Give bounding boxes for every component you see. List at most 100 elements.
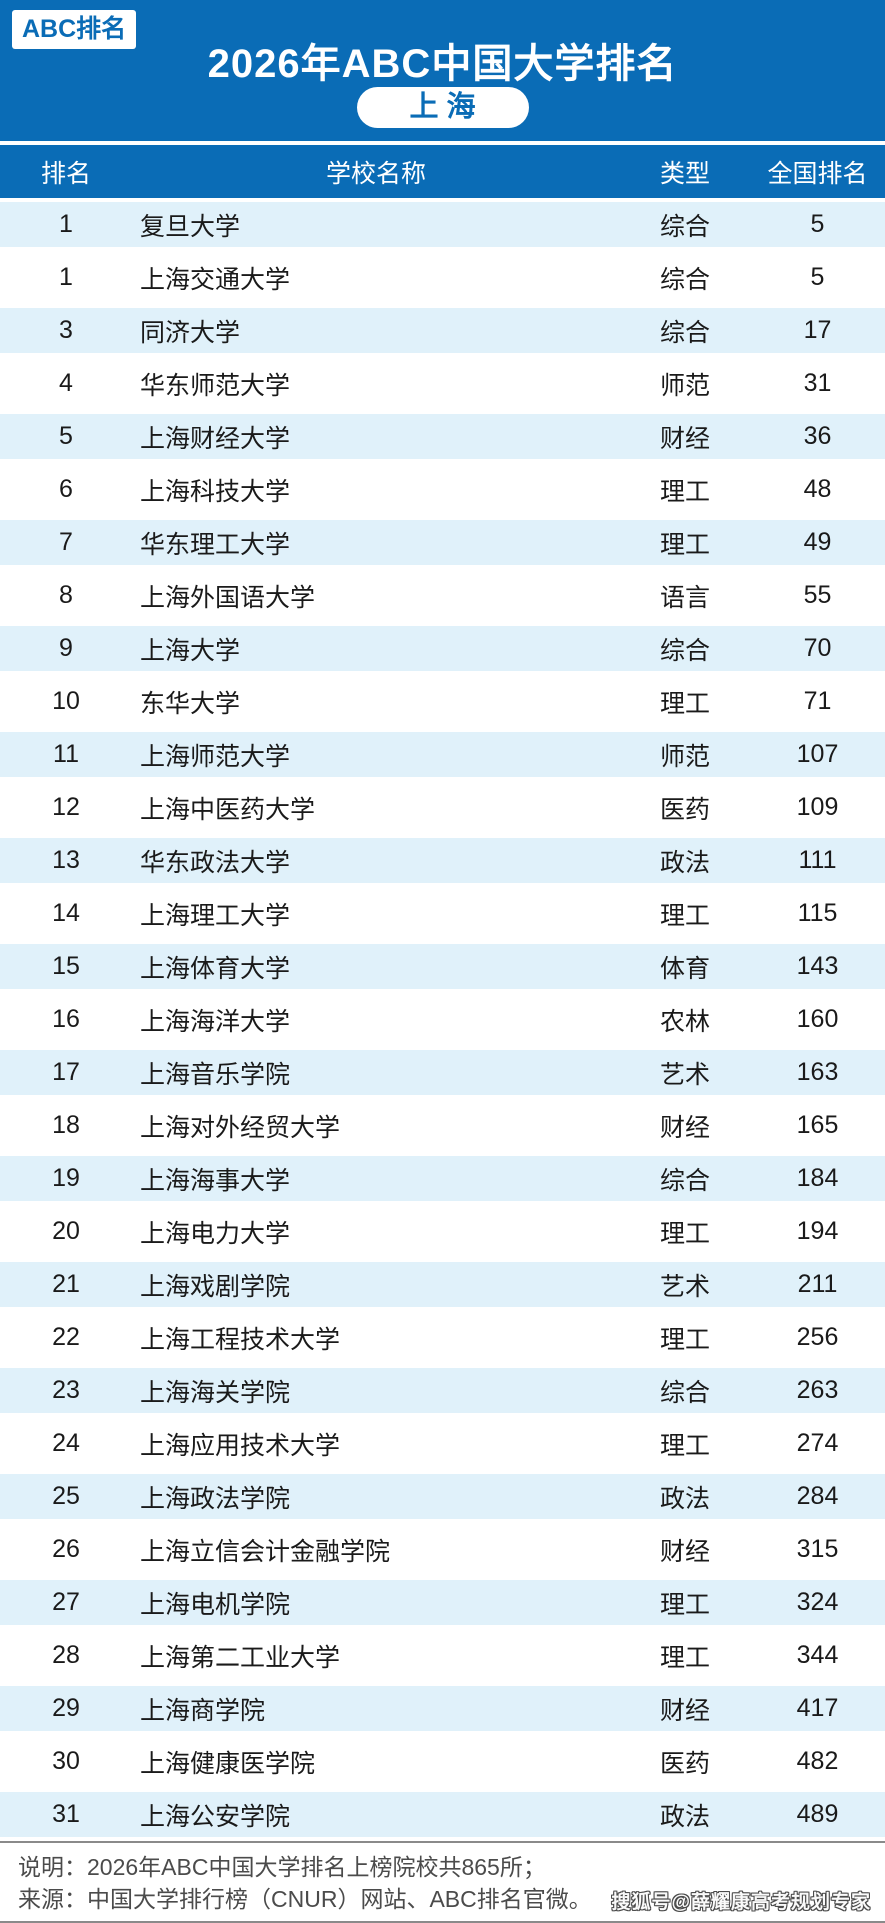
rank-cell: 13 bbox=[52, 846, 80, 874]
rank-cell: 1 bbox=[59, 263, 73, 291]
school-name-cell: 上海师范大学 bbox=[140, 742, 291, 771]
type-cell: 综合 bbox=[659, 1378, 710, 1407]
source-line: 来源：中国大学排行榜（CNUR）网站、ABC排名官微。 bbox=[18, 1886, 592, 1912]
national-rank-cell: 48 bbox=[803, 475, 832, 503]
table-row: 9 上海大学 综合 70 bbox=[0, 622, 885, 675]
note-line: 说明：2026年ABC中国大学排名上榜院校共865所； bbox=[18, 1854, 546, 1880]
type-cell: 理工 bbox=[659, 477, 710, 506]
school-name-cell: 华东政法大学 bbox=[140, 848, 291, 877]
national-rank-cell: 417 bbox=[796, 1694, 839, 1722]
type-cell: 财经 bbox=[659, 1113, 710, 1142]
school-name-cell: 上海体育大学 bbox=[140, 954, 291, 983]
school-name-cell: 上海应用技术大学 bbox=[140, 1431, 341, 1460]
school-name-cell: 上海音乐学院 bbox=[140, 1060, 291, 1089]
rank-cell: 27 bbox=[52, 1588, 80, 1616]
rank-cell: 22 bbox=[52, 1323, 80, 1351]
table-row: 21 上海戏剧学院 艺术 211 bbox=[0, 1258, 885, 1311]
table-row: 10 东华大学 理工 71 bbox=[0, 675, 885, 728]
national-rank-cell: 163 bbox=[796, 1058, 839, 1086]
rank-cell: 18 bbox=[52, 1111, 80, 1139]
type-cell: 政法 bbox=[659, 848, 710, 877]
school-name-cell: 上海对外经贸大学 bbox=[140, 1113, 341, 1142]
footer-notes: 说明：2026年ABC中国大学排名上榜院校共865所； 来源：中国大学排行榜（C… bbox=[0, 1843, 885, 1915]
type-cell: 语言 bbox=[659, 583, 710, 612]
national-rank-cell: 5 bbox=[810, 210, 825, 238]
type-cell: 理工 bbox=[659, 1219, 710, 1248]
type-cell: 理工 bbox=[659, 1643, 710, 1672]
rank-cell: 11 bbox=[53, 740, 79, 768]
table-row: 1 复旦大学 综合 5 bbox=[0, 198, 885, 251]
school-name-cell: 上海中医药大学 bbox=[140, 795, 316, 824]
type-cell: 政法 bbox=[659, 1802, 710, 1831]
table-row: 13 华东政法大学 政法 111 bbox=[0, 834, 885, 887]
national-rank-cell: 184 bbox=[796, 1164, 839, 1192]
school-name-cell: 上海健康医学院 bbox=[140, 1749, 316, 1778]
school-name-cell: 上海电机学院 bbox=[140, 1590, 291, 1619]
national-rank-cell: 211 bbox=[797, 1270, 838, 1298]
rank-cell: 25 bbox=[52, 1482, 80, 1510]
national-rank-cell: 315 bbox=[796, 1535, 839, 1563]
table-row: 3 同济大学 综合 17 bbox=[0, 304, 885, 357]
rank-cell: 29 bbox=[52, 1694, 80, 1722]
type-cell: 综合 bbox=[659, 318, 710, 347]
table-row: 29 上海商学院 财经 417 bbox=[0, 1682, 885, 1735]
rank-cell: 23 bbox=[52, 1376, 80, 1404]
table-row: 24 上海应用技术大学 理工 274 bbox=[0, 1417, 885, 1470]
page-title: 2026年ABC中国大学排名 bbox=[207, 42, 678, 86]
type-cell: 理工 bbox=[659, 1431, 710, 1460]
rank-cell: 1 bbox=[59, 210, 73, 238]
national-rank-cell: 5 bbox=[810, 263, 825, 291]
rank-cell: 19 bbox=[52, 1164, 80, 1192]
rank-cell: 31 bbox=[52, 1800, 80, 1828]
type-cell: 财经 bbox=[659, 1537, 710, 1566]
national-rank-cell: 344 bbox=[796, 1641, 839, 1669]
national-rank-cell: 70 bbox=[803, 634, 832, 662]
school-name-cell: 上海财经大学 bbox=[140, 424, 291, 453]
national-rank-cell: 143 bbox=[796, 952, 839, 980]
rank-cell: 7 bbox=[59, 528, 73, 556]
column-header-rank: 排名 bbox=[40, 159, 91, 188]
type-cell: 理工 bbox=[659, 689, 710, 718]
school-name-cell: 华东理工大学 bbox=[140, 530, 291, 559]
table-header-row: 排名 学校名称 类型 全国排名 bbox=[0, 145, 885, 198]
rank-cell: 28 bbox=[52, 1641, 80, 1669]
region-pill: 上海 bbox=[356, 87, 529, 128]
school-name-cell: 上海理工大学 bbox=[140, 901, 291, 930]
national-rank-cell: 49 bbox=[803, 528, 832, 556]
type-cell: 艺术 bbox=[659, 1272, 710, 1301]
national-rank-cell: 109 bbox=[796, 793, 839, 821]
table-row: 22 上海工程技术大学 理工 256 bbox=[0, 1311, 885, 1364]
school-name-cell: 上海商学院 bbox=[140, 1696, 266, 1725]
type-cell: 医药 bbox=[659, 795, 710, 824]
watermark: 搜狐号@薛耀康高考规划专家 bbox=[611, 1892, 871, 1913]
national-rank-cell: 489 bbox=[796, 1800, 839, 1828]
column-header-school-name: 学校名称 bbox=[325, 159, 426, 188]
table-row: 20 上海电力大学 理工 194 bbox=[0, 1205, 885, 1258]
table-body: 1 复旦大学 综合 5 1 上海交通大学 综合 5 3 同济大学 综合 17 4 华东师范大学 师范 31 5 上… bbox=[0, 198, 885, 1841]
school-name-cell: 上海公安学院 bbox=[140, 1802, 291, 1831]
rank-cell: 6 bbox=[59, 475, 73, 503]
table-row: 11 上海师范大学 师范 107 bbox=[0, 728, 885, 781]
type-cell: 师范 bbox=[659, 371, 710, 400]
table-row: 16 上海海洋大学 农林 160 bbox=[0, 993, 885, 1046]
table-row: 25 上海政法学院 政法 284 bbox=[0, 1470, 885, 1523]
national-rank-cell: 284 bbox=[796, 1482, 839, 1510]
header-divider bbox=[0, 141, 885, 145]
column-header-national-rank: 全国排名 bbox=[767, 159, 868, 188]
table-row: 5 上海财经大学 财经 36 bbox=[0, 410, 885, 463]
national-rank-cell: 324 bbox=[796, 1588, 839, 1616]
school-name-cell: 上海工程技术大学 bbox=[140, 1325, 341, 1354]
national-rank-cell: 165 bbox=[796, 1111, 839, 1139]
type-cell: 医药 bbox=[659, 1749, 710, 1778]
table-row: 30 上海健康医学院 医药 482 bbox=[0, 1735, 885, 1788]
rank-cell: 9 bbox=[59, 634, 73, 662]
type-cell: 综合 bbox=[659, 212, 710, 241]
national-rank-cell: 274 bbox=[796, 1429, 839, 1457]
table-row: 19 上海海事大学 综合 184 bbox=[0, 1152, 885, 1205]
table-row: 1 上海交通大学 综合 5 bbox=[0, 251, 885, 304]
rank-cell: 21 bbox=[52, 1270, 80, 1298]
rank-cell: 17 bbox=[52, 1058, 80, 1086]
rank-cell: 16 bbox=[52, 1005, 80, 1033]
type-cell: 综合 bbox=[659, 636, 710, 665]
